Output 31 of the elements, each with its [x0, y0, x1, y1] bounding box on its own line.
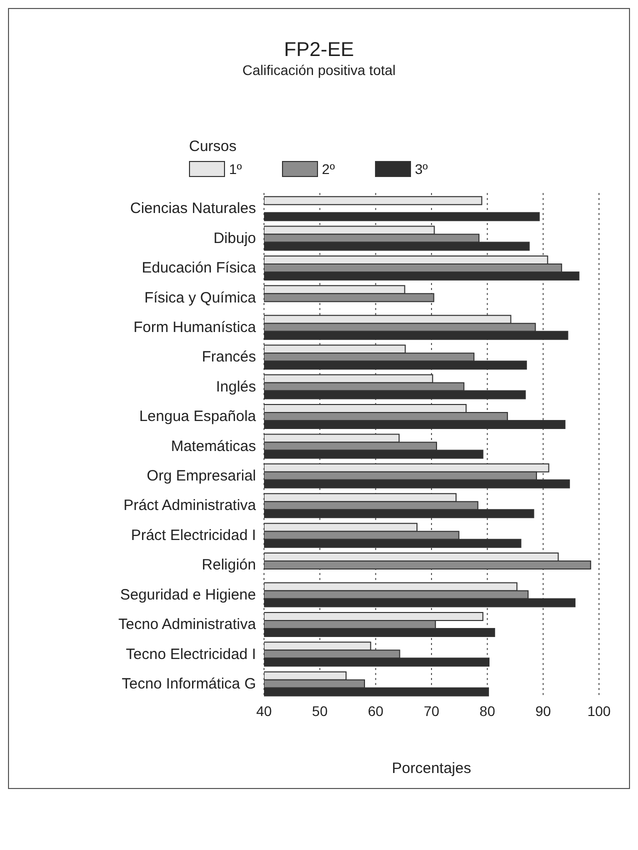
legend-label: 2º [320, 161, 335, 177]
x-tick-label: 90 [535, 702, 552, 719]
legend-label: 1º [228, 161, 242, 177]
y-tick-label: Tecno Electricidad I [126, 646, 256, 663]
legend-title: Cursos [189, 138, 238, 155]
y-tick-label: Tecno Informática G [122, 675, 256, 692]
legend-label: 3º [414, 161, 428, 177]
x-tick-label: 80 [480, 702, 496, 719]
chart-title: FP2-EE [282, 39, 356, 62]
x-tick-label: 60 [368, 702, 384, 719]
y-tick-label: Org Empresarial [146, 468, 256, 485]
chart-subtitle: Calificación positiva total [241, 62, 397, 78]
y-tick-label: Ciencias Naturales [130, 200, 256, 218]
y-tick-label: Religión [202, 556, 256, 574]
y-tick-label: Matemáticas [170, 438, 256, 455]
y-tick-label: Práct Administrativa [123, 497, 257, 514]
y-tick-label: Seguridad e Higiene [120, 586, 256, 604]
x-tick-label: 40 [256, 702, 272, 719]
x-axis-title: Porcentajes [392, 760, 472, 777]
y-tick-label: Francés [202, 348, 256, 366]
y-tick-label: Práct Electricidad I [130, 526, 256, 544]
y-tick-label: Form Humanística [133, 319, 257, 336]
x-tick-label: 70 [424, 702, 440, 719]
y-tick-label: Dibujo [213, 230, 256, 247]
y-tick-label: Inglés [216, 378, 256, 396]
y-tick-label: Educación Física [142, 260, 257, 277]
y-tick-label: Física y Química [144, 289, 257, 306]
x-tick-label: 50 [312, 702, 328, 719]
y-tick-label: Lengua Española [139, 408, 257, 426]
y-tick-label: Tecno Administrativa [118, 616, 257, 634]
x-tick-label: 100 [587, 702, 611, 719]
